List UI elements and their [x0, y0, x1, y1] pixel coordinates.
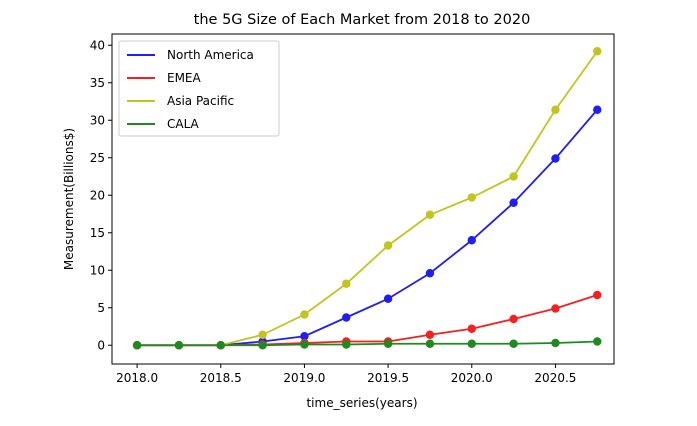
- chart-title: the 5G Size of Each Market from 2018 to …: [194, 12, 531, 28]
- data-point-asia-pacific: [300, 310, 309, 319]
- series-layer: [132, 47, 602, 350]
- data-point-north-america: [383, 294, 393, 303]
- y-tick-label: 25: [90, 151, 105, 165]
- data-point-cala: [383, 339, 393, 348]
- legend-label-asia-pacific: Asia Pacific: [167, 94, 234, 108]
- series-line-north-america: [137, 109, 598, 347]
- x-axis: 2018.0 2018.5 2019.0 2019.5 2020.0 2020.5: [116, 364, 576, 385]
- data-point-cala: [258, 341, 267, 350]
- y-tick-label: 40: [90, 38, 105, 52]
- data-point-north-america: [509, 198, 518, 207]
- data-point-asia-pacific: [425, 210, 435, 219]
- data-point-asia-pacific: [258, 330, 267, 339]
- data-point-north-america: [551, 154, 560, 163]
- legend-label-cala: CALA: [167, 117, 200, 131]
- data-point-cala: [551, 338, 560, 348]
- legend: North America EMEA Asia Pacific CALA: [118, 40, 280, 137]
- data-point-cala: [300, 340, 309, 349]
- series-line-cala: [137, 340, 598, 347]
- y-tick-label: 35: [90, 76, 105, 90]
- data-point-emea: [551, 304, 560, 313]
- data-point-asia-pacific: [467, 193, 476, 202]
- x-tick-label: 2018.0: [116, 371, 158, 385]
- data-point-cala: [467, 339, 476, 348]
- data-point-cala: [174, 341, 184, 350]
- series-line-emea: [137, 294, 598, 347]
- data-point-asia-pacific: [509, 172, 518, 181]
- data-point-north-america: [425, 269, 435, 278]
- y-axis-label: Measurement(Billions$): [62, 128, 76, 270]
- data-point-north-america: [467, 236, 476, 245]
- data-point-north-america: [300, 332, 309, 341]
- data-point-asia-pacific: [342, 279, 351, 288]
- data-point-emea: [593, 290, 602, 300]
- data-point-cala: [342, 340, 351, 349]
- legend-label-emea: EMEA: [167, 71, 202, 85]
- x-tick-label: 2019.0: [283, 371, 325, 385]
- data-point-cala: [216, 341, 225, 350]
- legend-box: [118, 40, 280, 137]
- data-point-emea: [467, 324, 476, 333]
- x-axis-label: time_series(years): [306, 396, 417, 410]
- y-tick-label: 30: [90, 113, 105, 127]
- x-tick-label: 2018.5: [200, 371, 242, 385]
- y-axis: 0 5 10 15 20 25 30 35 40: [90, 38, 112, 352]
- data-point-cala: [593, 337, 602, 346]
- x-tick-label: 2020.5: [534, 371, 576, 385]
- data-point-emea: [425, 330, 435, 339]
- plot-area: [111, 33, 615, 365]
- data-point-asia-pacific: [551, 105, 560, 114]
- y-tick-label: 5: [97, 301, 105, 315]
- y-tick-label: 10: [90, 263, 105, 277]
- x-tick-label: 2019.5: [367, 371, 409, 385]
- data-point-asia-pacific: [593, 47, 602, 56]
- data-point-cala: [132, 341, 142, 350]
- data-point-north-america: [593, 105, 602, 114]
- data-point-north-america: [342, 313, 351, 322]
- y-tick-label: 0: [97, 338, 105, 352]
- y-tick-label: 20: [90, 188, 105, 202]
- data-point-emea: [509, 314, 518, 324]
- data-point-cala: [425, 339, 435, 348]
- y-tick-label: 15: [90, 226, 105, 240]
- legend-label-north-america: North America: [167, 48, 254, 62]
- data-point-cala: [509, 339, 518, 348]
- data-point-asia-pacific: [383, 241, 393, 250]
- x-tick-label: 2020.0: [451, 371, 493, 385]
